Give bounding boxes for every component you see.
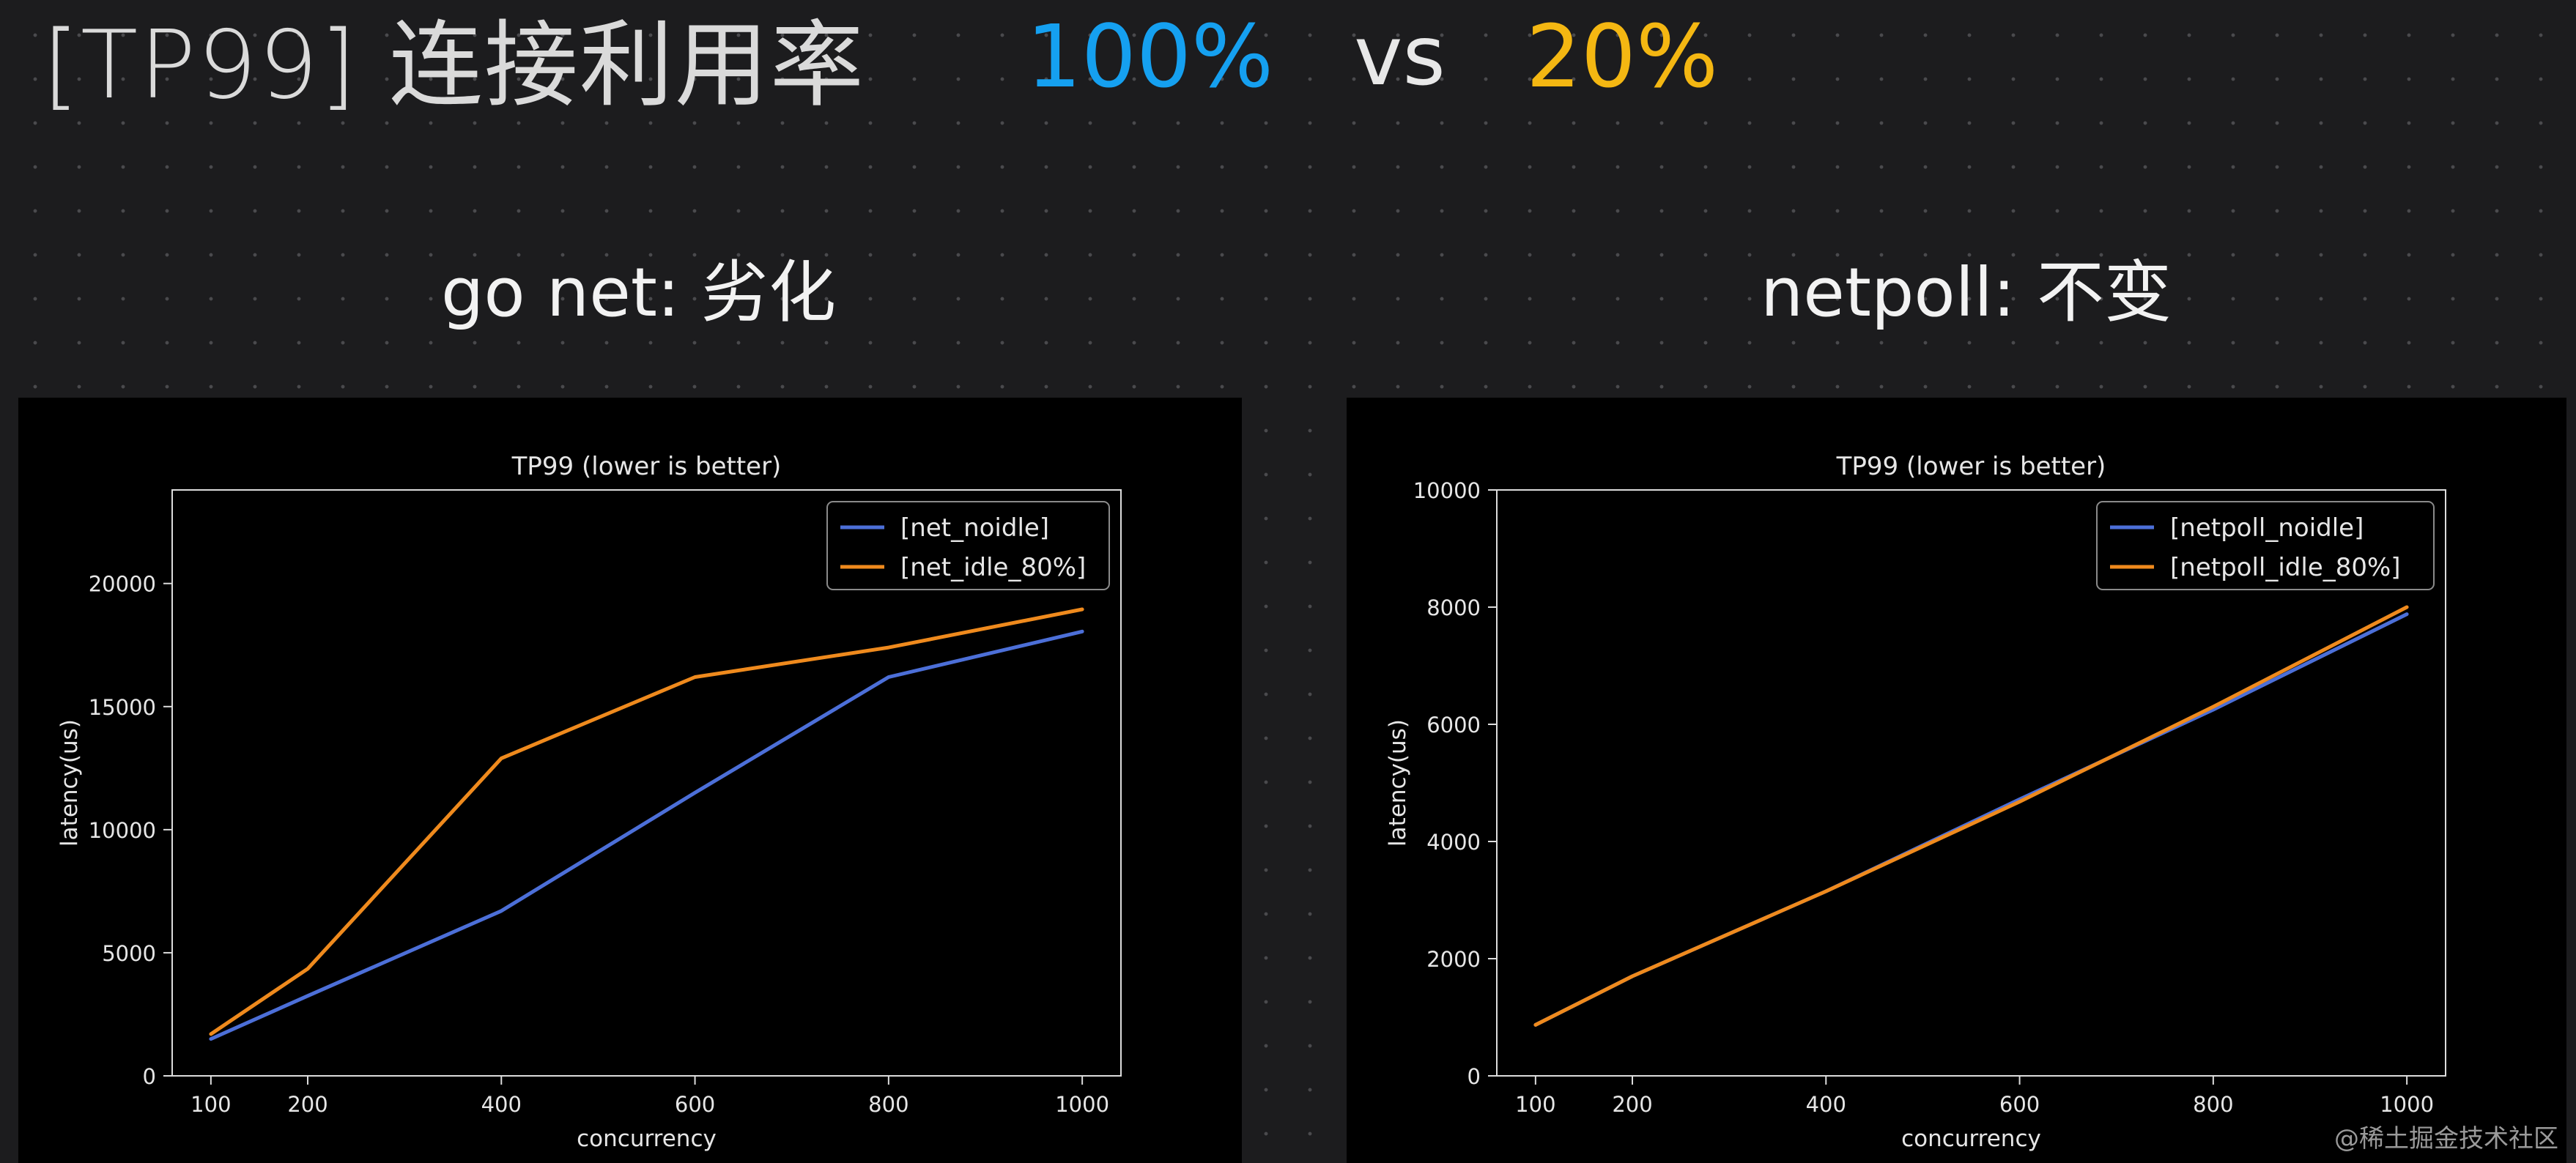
right-subtitle: netpoll: 不变 <box>1761 253 2172 332</box>
y-tick-label: 10000 <box>1413 478 1481 503</box>
y-tick-label: 8000 <box>1426 595 1481 620</box>
slide-title: [TP99] 连接利用率 <box>42 10 865 120</box>
chart-netpoll: TP99 (lower is better) 100 200 400 600 800 100… <box>1385 452 2446 1152</box>
x-tick-label: 1000 <box>2380 1092 2434 1117</box>
utilization-value-a: 100% <box>1026 6 1274 107</box>
plot-frame <box>1496 489 2446 1077</box>
slide-headline: [TP99] 连接利用率 100% vs 20% <box>42 1 1719 120</box>
legend-box <box>2096 501 2435 590</box>
y-tick-label: 20000 <box>89 572 156 597</box>
x-tick-label: 200 <box>287 1092 327 1117</box>
x-tick-label: 800 <box>868 1092 908 1117</box>
legend-label-1: [net_idle_80%] <box>900 553 1086 582</box>
series-line-0 <box>209 629 1084 1041</box>
versus-label: vs <box>1354 9 1446 104</box>
chart-title: TP99 (lower is better) <box>1836 452 2106 481</box>
x-tick-label: 600 <box>675 1092 715 1117</box>
x-axis-label: concurrency <box>1901 1126 2041 1152</box>
plot-frame <box>171 489 1122 1077</box>
x-tick-label: 800 <box>2193 1092 2233 1117</box>
y-tick-label: 6000 <box>1426 713 1481 737</box>
y-tick-label: 4000 <box>1426 830 1481 855</box>
y-tick-label: 0 <box>143 1064 156 1089</box>
legend-label-0: [net_noidle] <box>900 513 1049 543</box>
y-tick-label: 5000 <box>102 941 156 966</box>
x-tick-label: 200 <box>1612 1092 1652 1117</box>
y-tick-label: 0 <box>1467 1064 1481 1089</box>
x-tick-label: 600 <box>1999 1092 2040 1117</box>
legend-box <box>826 501 1110 590</box>
x-tick-label: 400 <box>481 1092 522 1117</box>
y-axis-label: latency(us) <box>1385 719 1411 847</box>
x-axis-label: concurrency <box>577 1126 717 1152</box>
y-tick-label: 15000 <box>89 695 156 720</box>
series-line-1 <box>1533 605 2409 1027</box>
x-tick-label: 100 <box>190 1092 231 1117</box>
x-tick-label: 100 <box>1515 1092 1555 1117</box>
left-subtitle: go net: 劣化 <box>441 253 837 332</box>
chart-title: TP99 (lower is better) <box>511 452 782 481</box>
y-tick-label: 10000 <box>89 818 156 843</box>
y-axis-label: latency(us) <box>56 719 83 847</box>
series-line-1 <box>209 607 1084 1036</box>
chart-panel-netpoll: TP99 (lower is better) 100 200 400 600 800 100… <box>1347 398 2566 1163</box>
site-watermark: @稀土掘金技术社区 <box>2334 1124 2558 1153</box>
chart-go-net: TP99 (lower is better) 100 200 400 600 800 100… <box>56 452 1122 1152</box>
x-tick-label: 400 <box>1806 1092 1846 1117</box>
legend-label-1: [netpoll_idle_80%] <box>2170 553 2401 582</box>
legend-label-0: [netpoll_noidle] <box>2170 513 2364 543</box>
chart-panel-go-net: TP99 (lower is better) 100 200 400 600 800 100… <box>18 398 1242 1163</box>
utilization-value-b: 20% <box>1525 6 1719 107</box>
y-tick-label: 2000 <box>1426 947 1481 972</box>
x-tick-label: 1000 <box>1055 1092 1109 1117</box>
